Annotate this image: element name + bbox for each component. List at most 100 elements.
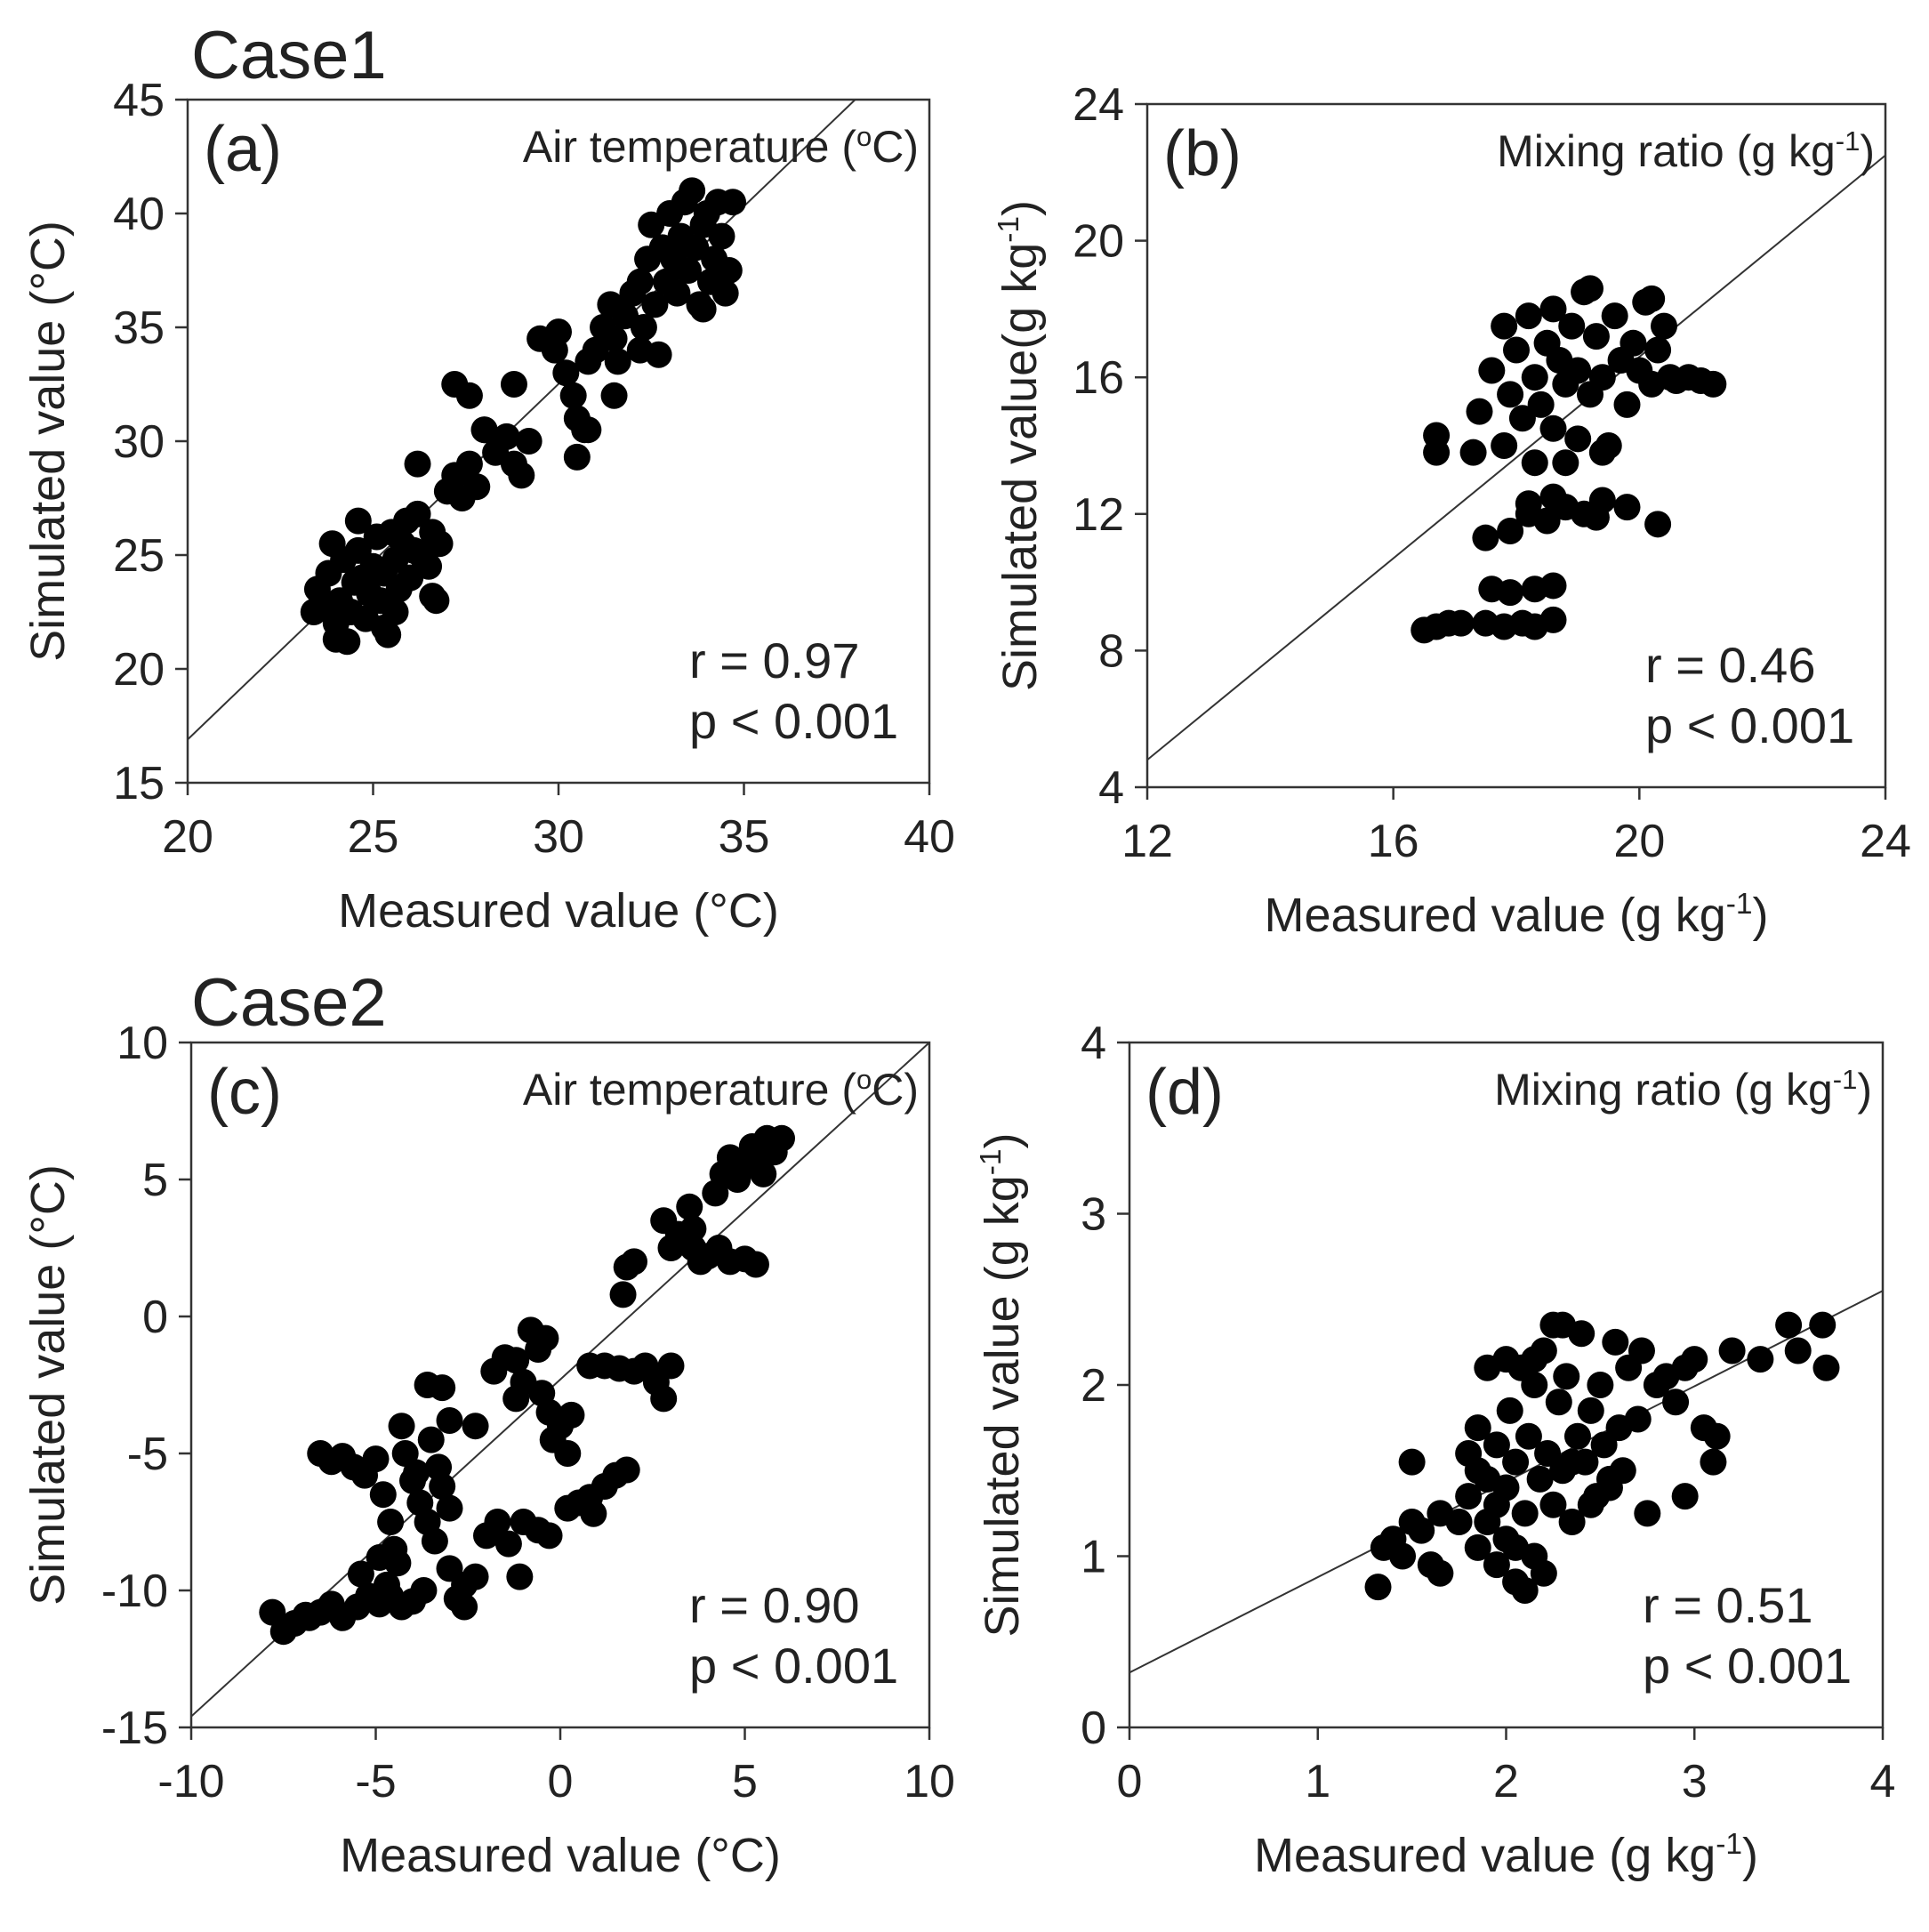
data-point — [1809, 1311, 1837, 1339]
data-point — [1558, 312, 1586, 340]
text-superscript: o — [856, 1064, 872, 1095]
y-tick-label: 24 — [1073, 79, 1124, 131]
data-point — [1624, 1405, 1652, 1433]
data-point — [1483, 1551, 1510, 1579]
data-point — [535, 1522, 563, 1550]
data-point — [1455, 1483, 1483, 1510]
stat-r: r = 0.46 — [1645, 637, 1815, 693]
y-tick-label: -10 — [101, 1566, 168, 1617]
data-point — [641, 291, 669, 318]
data-point — [1613, 494, 1641, 521]
data-point — [674, 257, 702, 284]
text-end: ) — [976, 1132, 1029, 1148]
data-point — [1508, 405, 1536, 432]
data-point — [462, 1413, 489, 1440]
y-tick-label: 4 — [1098, 762, 1124, 814]
data-point — [436, 1494, 463, 1522]
data-point — [575, 416, 602, 444]
data-point — [484, 1509, 511, 1535]
data-point — [421, 1527, 448, 1555]
data-point — [1747, 1346, 1774, 1373]
text-main: Measured value (g kg — [1254, 1829, 1716, 1882]
y-axis-label: Simulated value(g kg-1) — [993, 200, 1047, 691]
data-point — [626, 336, 654, 364]
data-point — [1539, 483, 1567, 511]
data-point — [1558, 1448, 1586, 1476]
text-superscript: -1 — [993, 216, 1025, 243]
text-end: C) — [872, 122, 919, 172]
data-point — [1582, 323, 1610, 350]
data-point — [1464, 1534, 1491, 1561]
data-point — [1549, 1311, 1577, 1339]
y-tick-label: 16 — [1073, 352, 1124, 404]
data-point — [1553, 1363, 1580, 1390]
x-tick-label: 30 — [533, 811, 584, 863]
data-point — [1533, 507, 1561, 535]
data-point — [679, 1215, 707, 1243]
data-point — [1662, 1389, 1690, 1416]
stat-p: p < 0.001 — [1645, 697, 1854, 753]
data-point — [708, 222, 735, 250]
data-point — [1620, 329, 1647, 357]
data-point — [676, 1193, 703, 1220]
data-point — [711, 279, 739, 307]
data-point — [1423, 422, 1451, 449]
data-point — [626, 268, 654, 295]
data-point — [1503, 336, 1530, 364]
text-main: Mixing ratio (g kg — [1497, 126, 1836, 176]
panel-title: Air temperature (oC) — [523, 1064, 919, 1115]
data-point — [1427, 1559, 1454, 1587]
data-point — [1491, 312, 1518, 340]
y-tick-label: 35 — [113, 302, 165, 354]
x-tick-label: -10 — [157, 1756, 224, 1807]
y-tick-label: 20 — [1073, 216, 1124, 268]
text-main: Simulated value (°C) — [21, 1164, 75, 1606]
text-end: ) — [1857, 1065, 1872, 1115]
text-main: Simulated value (g kg — [976, 1175, 1029, 1637]
data-point — [494, 1530, 522, 1558]
y-tick-label: 45 — [113, 75, 165, 126]
data-point — [1681, 1346, 1708, 1373]
data-point — [417, 1426, 445, 1453]
text-superscript: -1 — [1836, 125, 1861, 157]
data-point — [1634, 1500, 1661, 1527]
data-point — [1602, 1328, 1629, 1356]
data-point — [373, 1571, 400, 1598]
text-end: ) — [993, 200, 1047, 216]
data-point — [1466, 398, 1493, 425]
y-axis-label: Simulated value (g kg-1) — [975, 1132, 1029, 1637]
data-point — [600, 382, 628, 409]
data-point — [1526, 1465, 1554, 1493]
data-point — [422, 587, 450, 615]
data-point — [1492, 1346, 1520, 1373]
x-tick-label: -5 — [355, 1756, 396, 1807]
data-point — [1577, 1397, 1604, 1424]
data-point — [1651, 312, 1677, 340]
data-point — [1447, 609, 1475, 637]
data-point — [715, 257, 743, 284]
x-tick-label: 2 — [1493, 1756, 1519, 1807]
data-point — [1534, 1440, 1562, 1467]
data-point — [369, 1481, 397, 1509]
data-point — [1483, 1491, 1510, 1518]
data-point — [1638, 285, 1666, 312]
text-main: Air temperature ( — [523, 122, 856, 172]
data-point — [1588, 439, 1616, 466]
data-point — [768, 1124, 795, 1152]
data-point — [1595, 1465, 1623, 1493]
data-point — [1472, 524, 1499, 551]
text-main: Measured value (g kg — [1264, 889, 1725, 942]
x-tick-label: 0 — [548, 1756, 574, 1807]
x-tick-label: 24 — [1860, 816, 1911, 867]
data-point — [1582, 503, 1610, 531]
data-point — [403, 1459, 430, 1486]
x-tick-label: 4 — [1870, 1756, 1896, 1807]
data-point — [1515, 302, 1542, 330]
text-superscript: -1 — [1726, 888, 1753, 921]
data-point — [1577, 275, 1603, 302]
data-point — [1552, 449, 1579, 477]
